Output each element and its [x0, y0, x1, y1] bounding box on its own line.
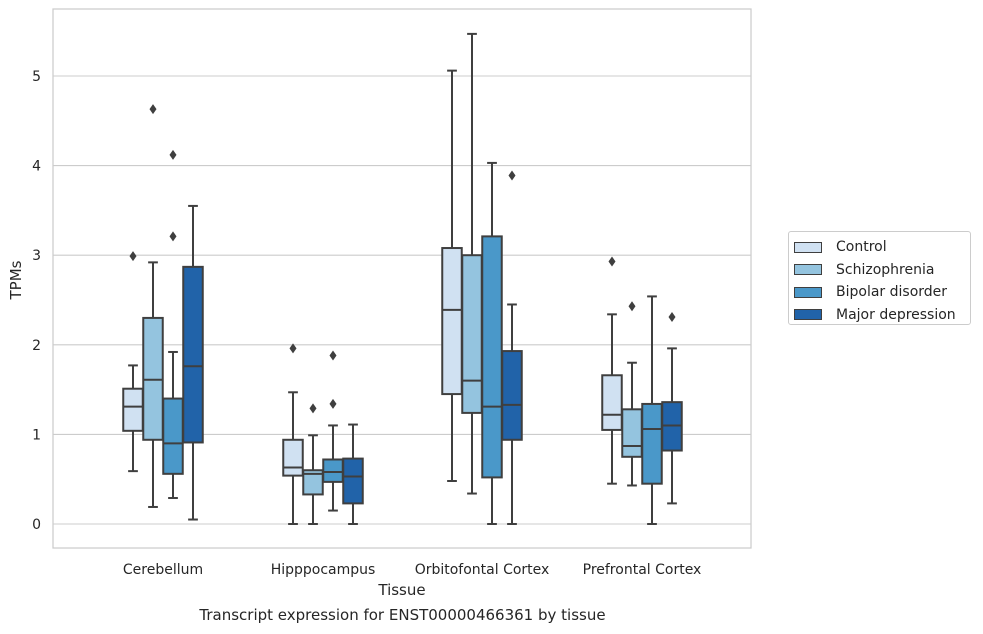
legend: Control Schizophrenia Bipolar disorder Majo…: [788, 231, 971, 325]
box-body: [342, 457, 364, 505]
series-control: [122, 69, 623, 525]
box-body: [441, 247, 463, 396]
legend-swatch: [794, 264, 822, 276]
box-body: [122, 387, 144, 432]
legend-label: Schizophrenia: [836, 261, 935, 278]
outlier-point: [149, 104, 157, 115]
outlier-point: [309, 403, 317, 414]
box: [441, 69, 463, 482]
y-tick-label: 1: [32, 427, 41, 443]
outlier-point: [169, 149, 177, 160]
legend-swatch: [794, 286, 822, 298]
legend-swatch: [794, 309, 822, 321]
box-body: [501, 350, 523, 441]
y-axis-label: TPMs: [7, 260, 25, 300]
box-body: [481, 235, 503, 479]
box-body: [162, 397, 184, 475]
box: [182, 204, 204, 521]
outlier-point: [329, 350, 337, 361]
x-tick-label: Orbitofontal Cortex: [415, 562, 550, 578]
box: [461, 32, 483, 495]
y-axis-ticks: 0 1 2 3 4 5: [32, 69, 41, 533]
chart-caption: Transcript expression for ENST0000046636…: [199, 606, 606, 624]
box-body: [601, 374, 623, 431]
box: [302, 403, 324, 525]
box: [162, 149, 184, 500]
box: [282, 343, 304, 525]
outlier-point: [628, 301, 636, 312]
box: [501, 170, 523, 525]
x-tick-label: Prefrontal Cortex: [583, 562, 702, 578]
y-tick-label: 5: [32, 69, 41, 85]
plot-area-frame: [52, 8, 752, 549]
legend-item: Bipolar disorder: [794, 281, 970, 304]
outlier-point: [129, 251, 137, 262]
y-tick-label: 3: [32, 248, 41, 264]
box: [481, 161, 503, 525]
series-bipolar-disorder: [162, 149, 663, 525]
x-tick-label: Cerebellum: [123, 562, 203, 578]
box: [641, 295, 663, 525]
outlier-point: [289, 343, 297, 354]
outlier-point: [329, 398, 337, 409]
legend-item: Major depression: [794, 304, 970, 327]
box: [621, 301, 643, 487]
box: [661, 312, 683, 505]
x-axis-ticks: Cerebellum Hipppocampus Orbitofontal Corte…: [123, 562, 701, 578]
outlier-point: [169, 231, 177, 242]
box-body: [322, 458, 344, 483]
series-major-depression: [182, 170, 683, 525]
legend-label: Bipolar disorder: [836, 284, 948, 301]
box: [342, 423, 364, 525]
x-tick-label: Hipppocampus: [271, 562, 376, 578]
legend-swatch: [794, 241, 822, 253]
outlier-point: [608, 256, 616, 267]
box-series: [122, 32, 683, 525]
outlier-point: [508, 170, 516, 181]
legend-label: Major depression: [836, 306, 956, 323]
box-body: [621, 408, 643, 458]
y-tick-label: 0: [32, 517, 41, 533]
box-body: [461, 254, 483, 414]
legend-label: Control: [836, 239, 887, 256]
y-tick-label: 2: [32, 338, 41, 354]
series-schizophrenia: [142, 32, 643, 525]
box-body: [282, 438, 304, 477]
outlier-point: [668, 312, 676, 323]
box: [322, 350, 344, 512]
y-tick-label: 4: [32, 159, 41, 175]
legend-item: Control: [794, 236, 970, 259]
box-body: [182, 265, 204, 444]
box: [142, 104, 164, 508]
box: [122, 251, 144, 473]
legend-item: Schizophrenia: [794, 259, 970, 282]
x-axis-label: Tissue: [377, 581, 425, 599]
box: [601, 256, 623, 485]
box-body: [641, 402, 663, 485]
